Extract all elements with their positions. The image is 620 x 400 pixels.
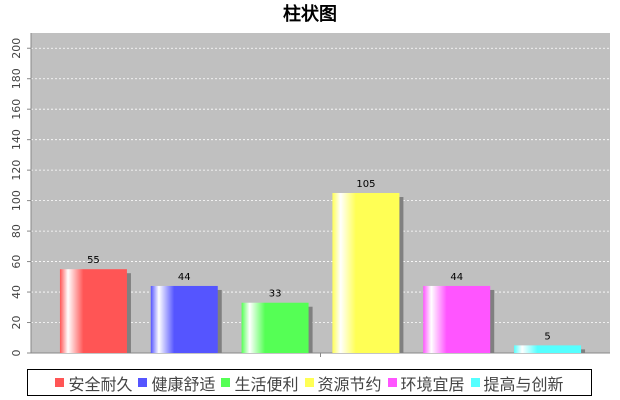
bar	[150, 285, 218, 353]
value-label: 44	[450, 272, 463, 283]
y-tick-label: 180	[10, 68, 23, 89]
chart-title: 柱状图	[283, 3, 337, 25]
y-tick-label: 0	[10, 350, 23, 357]
bar	[59, 269, 127, 353]
legend-label: 提高与创新	[483, 374, 564, 394]
legend-swatch	[304, 378, 314, 387]
legend: 安全耐久 健康舒适 生活便利 资源节约 环境宜居 提高与创新	[27, 369, 592, 396]
legend-item: 安全耐久	[55, 371, 132, 395]
y-tick-label: 140	[10, 129, 23, 150]
legend-swatch	[221, 378, 231, 387]
y-tick-label: 160	[10, 99, 23, 120]
legend-swatch	[387, 378, 397, 387]
legend-label: 环境宜居	[400, 374, 465, 394]
y-tick-label: 120	[10, 160, 23, 181]
y-tick-label: 60	[10, 255, 23, 269]
bar	[514, 345, 582, 353]
y-tick-label: 40	[10, 285, 23, 299]
value-label: 55	[87, 255, 100, 266]
y-tick-label: 100	[10, 190, 23, 211]
legend-label: 资源节约	[317, 374, 382, 394]
legend-label: 生活便利	[234, 374, 299, 394]
bar	[332, 193, 400, 353]
legend-item: 环境宜居	[387, 371, 465, 395]
legend-item: 生活便利	[221, 371, 299, 395]
value-label: 44	[178, 272, 191, 283]
legend-item: 资源节约	[304, 371, 382, 395]
bar	[241, 302, 309, 353]
legend-item: 提高与创新	[470, 371, 564, 395]
y-tick-label: 200	[10, 38, 23, 59]
bar	[423, 285, 491, 353]
y-tick-label: 80	[10, 224, 23, 238]
legend-swatch	[55, 378, 65, 387]
y-tick-label: 20	[10, 316, 23, 330]
value-label: 105	[356, 179, 375, 190]
legend-label: 安全耐久	[68, 374, 133, 394]
value-label: 33	[269, 289, 282, 300]
legend-label: 健康舒适	[151, 374, 216, 394]
legend-swatch	[470, 378, 480, 387]
legend-item: 健康舒适	[138, 371, 215, 395]
chart: 柱状图 0 20 40 60 80 100 120 140 160 180 200 55 44 33 105…	[10, 3, 610, 357]
value-label: 5	[544, 331, 550, 342]
legend-swatch	[138, 378, 148, 387]
